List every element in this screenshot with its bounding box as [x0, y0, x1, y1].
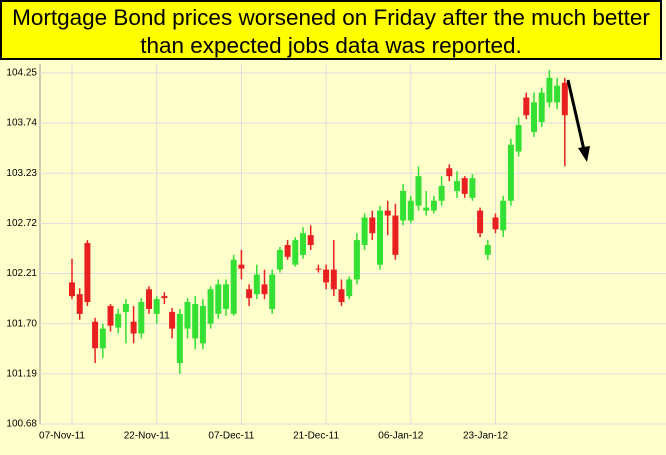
- candle-body: [69, 282, 75, 297]
- y-tick-label: 103.23: [6, 168, 37, 179]
- candle-body: [207, 289, 214, 324]
- candle-body: [454, 181, 460, 191]
- candle-body: [184, 302, 191, 329]
- candle-body: [84, 243, 91, 303]
- x-tick-label: 23-Jan-12: [463, 431, 508, 442]
- y-tick-label: 102.21: [6, 268, 37, 279]
- candle-body: [531, 102, 537, 132]
- x-tick-label: 21-Dec-11: [293, 431, 339, 442]
- candle-body: [377, 210, 383, 265]
- candle-body: [192, 304, 199, 339]
- candle-body: [415, 176, 422, 206]
- candle-body: [92, 321, 99, 349]
- y-tick-label: 101.19: [6, 368, 37, 379]
- candle-body: [430, 200, 437, 211]
- arrow: [566, 79, 590, 162]
- candle-body: [138, 302, 145, 334]
- candle-body: [276, 249, 283, 270]
- candle-body: [561, 82, 568, 116]
- candle-body: [176, 313, 183, 364]
- candle-body: [253, 274, 260, 295]
- candle-body: [369, 217, 376, 234]
- candle-body: [500, 200, 507, 231]
- candle-body: [323, 269, 330, 283]
- candle-body: [161, 296, 168, 299]
- candle-body: [122, 304, 129, 312]
- candle-body: [400, 190, 407, 221]
- candle-body: [115, 313, 122, 328]
- candle-body: [146, 289, 152, 309]
- candle-body: [392, 215, 399, 255]
- y-tick-label: 101.70: [6, 318, 37, 329]
- candle-body: [230, 259, 237, 314]
- candle-body: [261, 284, 268, 295]
- candle-body: [461, 178, 468, 194]
- candle-body: [238, 264, 245, 269]
- candle-body: [346, 279, 353, 297]
- candle-body: [477, 210, 484, 234]
- candle-body: [76, 294, 83, 314]
- candle-body: [361, 217, 368, 246]
- candle-body: [300, 233, 306, 255]
- x-tick-label: 07-Dec-11: [208, 431, 254, 442]
- x-tick-label: 22-Nov-11: [124, 431, 170, 442]
- candle-body: [153, 299, 160, 314]
- x-tick-label: 07-Nov-11: [39, 431, 85, 442]
- candle-body: [469, 178, 476, 198]
- candle-body: [446, 168, 453, 177]
- candle-body: [384, 210, 391, 216]
- candle-body: [284, 245, 291, 257]
- y-tick-label: 104.25: [6, 68, 37, 79]
- candle-body: [330, 269, 337, 290]
- candle-body: [515, 125, 522, 152]
- candle-body: [523, 97, 530, 116]
- candle-body: [269, 274, 276, 309]
- candle-body: [407, 200, 414, 221]
- candle-body: [554, 85, 561, 103]
- candle-body: [130, 321, 137, 334]
- candle-body: [538, 92, 545, 123]
- candle-body: [307, 235, 314, 246]
- candle-body: [223, 284, 229, 309]
- candle-body: [107, 305, 114, 326]
- y-tick-label: 103.74: [6, 118, 37, 129]
- x-tick-label: 06-Jan-12: [378, 431, 423, 442]
- candle-body: [546, 77, 553, 103]
- candle-body: [215, 284, 222, 314]
- candle-body: [438, 186, 445, 201]
- plot-area: [40, 64, 666, 424]
- candle-body: [338, 289, 345, 303]
- candle-body: [169, 311, 176, 329]
- y-tick-label: 102.72: [6, 218, 37, 229]
- candle-body: [423, 207, 430, 211]
- candle-body: [492, 217, 499, 230]
- candle-body: [246, 289, 253, 299]
- candle-body: [199, 305, 206, 344]
- chart-title: Mortgage Bond prices worsened on Friday …: [0, 0, 662, 60]
- y-tick-label: 100.68: [6, 419, 37, 430]
- candle-body: [99, 328, 106, 349]
- candle-body: [315, 268, 322, 270]
- candle-body: [353, 240, 360, 280]
- candle-body: [484, 245, 491, 255]
- candle-body: [292, 240, 299, 265]
- candle-body: [507, 144, 514, 201]
